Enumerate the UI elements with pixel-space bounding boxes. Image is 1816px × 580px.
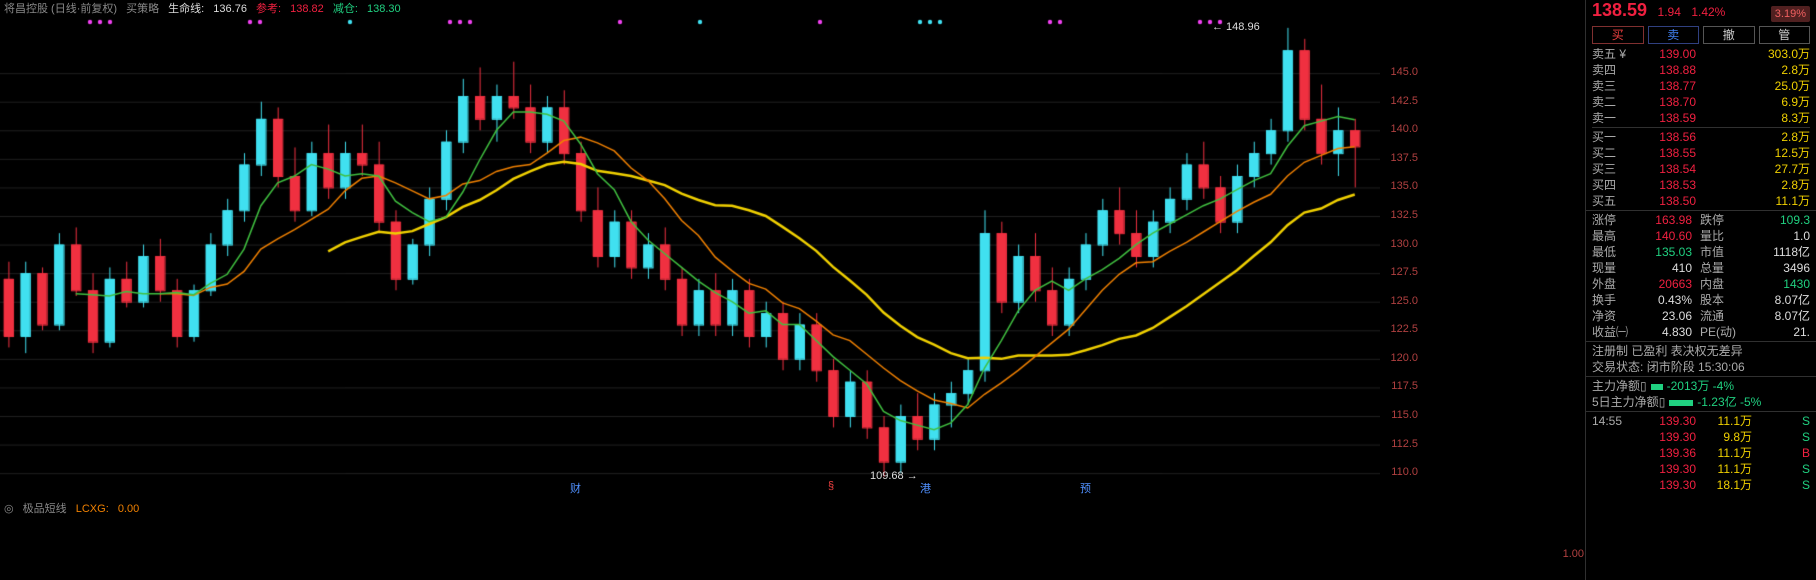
orderbook-row[interactable]: 卖一138.598.3万 xyxy=(1592,110,1810,126)
life-label: 生命线: xyxy=(168,3,204,15)
y-tick: 142.5 xyxy=(1378,95,1418,107)
floor-value: 138.30 xyxy=(367,3,401,15)
y-tick: 132.5 xyxy=(1378,209,1418,221)
stat-row: 收益㈠4.830PE(动)21. xyxy=(1592,324,1810,340)
trade-button[interactable]: 卖 xyxy=(1648,26,1700,44)
tick-list: 14:55139.3011.1万S139.309.8万S139.3611.1万B… xyxy=(1586,413,1816,493)
side-header: 138.59 1.94 1.42% 3.19% xyxy=(1586,0,1816,24)
event-marker[interactable]: § xyxy=(828,480,834,492)
price-change: 1.94 xyxy=(1658,5,1681,19)
price-pct: 1.42% xyxy=(1691,5,1725,19)
bar-icon: ▯ xyxy=(1659,395,1666,409)
orderbook-row[interactable]: 买五138.5011.1万 xyxy=(1592,193,1810,209)
y-tick: 145.0 xyxy=(1378,66,1418,78)
stat-row: 最低135.03市值1118亿 xyxy=(1592,244,1810,260)
price-axis: 110.0 112.5 115.0 117.5 120.0 122.5 125.0 127.5… xyxy=(1380,16,1420,496)
tick-row: 139.3611.1万B xyxy=(1592,445,1810,461)
meta-flags: 注册制 已盈利 表决权无差异 xyxy=(1586,343,1816,359)
stat-row: 现量410总量3496 xyxy=(1592,260,1810,276)
aux-axis-tick: 1.00 xyxy=(1544,548,1584,560)
stat-row: 涨停163.98跌停109.3 xyxy=(1592,212,1810,228)
orderbook-row[interactable]: 卖五 ¥139.00303.0万 xyxy=(1592,46,1810,62)
y-tick: 122.5 xyxy=(1378,323,1418,335)
quote-side-panel: 138.59 1.94 1.42% 3.19% 买卖撤管 卖五 ¥139.003… xyxy=(1585,0,1816,580)
strategy-label: 买策略 xyxy=(126,3,159,15)
tick-row: 139.3018.1万S xyxy=(1592,477,1810,493)
orderbook-row[interactable]: 买一138.562.8万 xyxy=(1592,129,1810,145)
floor-label: 减仓: xyxy=(333,3,358,15)
lcxg-value: 0.00 xyxy=(118,503,139,515)
y-tick: 120.0 xyxy=(1378,352,1418,364)
last-price: 138.59 xyxy=(1592,0,1647,20)
stat-row: 净资23.06流通8.07亿 xyxy=(1592,308,1810,324)
event-markers-row: 财 § 港 预 xyxy=(0,480,1380,496)
indicator-name: 极品短线 xyxy=(23,503,67,515)
y-tick: 117.5 xyxy=(1378,380,1418,392)
logo-icon: ◎ xyxy=(4,503,14,515)
trade-button[interactable]: 管 xyxy=(1759,26,1811,44)
orderbook: 卖五 ¥139.00303.0万卖四138.882.8万卖三138.7725.0… xyxy=(1586,46,1816,209)
tick-row: 139.3011.1万S xyxy=(1592,461,1810,477)
y-tick: 125.0 xyxy=(1378,295,1418,307)
orderbook-row[interactable]: 卖三138.7725.0万 xyxy=(1592,78,1810,94)
stock-title: 将昌控股 (日线·前复权) xyxy=(4,3,117,15)
y-tick: 137.5 xyxy=(1378,152,1418,164)
trade-button[interactable]: 撤 xyxy=(1703,26,1755,44)
ref-value: 138.82 xyxy=(290,3,324,15)
bar-icon: ▯ xyxy=(1640,379,1647,393)
y-tick: 115.0 xyxy=(1378,409,1418,421)
event-marker[interactable]: 港 xyxy=(920,480,931,496)
y-tick: 112.5 xyxy=(1378,438,1418,450)
capital-flows: 主力净额▯-2013万 -4%5日主力净额▯-1.23亿 -5% xyxy=(1586,378,1816,410)
orderbook-row[interactable]: 买二138.5512.5万 xyxy=(1592,145,1810,161)
orderbook-row[interactable]: 卖二138.706.9万 xyxy=(1592,94,1810,110)
lcxg-label: LCXG: xyxy=(76,503,109,515)
y-tick: 130.0 xyxy=(1378,238,1418,250)
chart-canvas xyxy=(0,16,1380,496)
ref-label: 参考: xyxy=(256,3,281,15)
trade-status: 交易状态: 闭市阶段 15:30:06 xyxy=(1586,359,1816,375)
y-tick: 127.5 xyxy=(1378,266,1418,278)
trade-button-row: 买卖撤管 xyxy=(1586,24,1816,46)
stat-row: 最高140.60量比1.0 xyxy=(1592,228,1810,244)
stock-stats: 涨停163.98跌停109.3最高140.60量比1.0最低135.03市值11… xyxy=(1586,212,1816,340)
stat-row: 换手0.43%股本8.07亿 xyxy=(1592,292,1810,308)
capital-flow-row: 主力净额▯-2013万 -4% xyxy=(1586,378,1816,394)
sub-indicator-bar: ◎ 极品短线 LCXG: 0.00 xyxy=(4,500,145,516)
event-marker[interactable]: 财 xyxy=(570,480,581,496)
y-tick: 140.0 xyxy=(1378,123,1418,135)
orderbook-row[interactable]: 卖四138.882.8万 xyxy=(1592,62,1810,78)
orderbook-row[interactable]: 买三138.5427.7万 xyxy=(1592,161,1810,177)
tick-row: 139.309.8万S xyxy=(1592,429,1810,445)
orderbook-row[interactable]: 买四138.532.8万 xyxy=(1592,177,1810,193)
capital-flow-row: 5日主力净额▯-1.23亿 -5% xyxy=(1586,394,1816,410)
y-tick: 135.0 xyxy=(1378,180,1418,192)
life-value: 136.76 xyxy=(213,3,247,15)
range-badge: 3.19% xyxy=(1771,6,1810,22)
candlestick-chart[interactable]: ← 148.96109.68 → xyxy=(0,16,1380,496)
event-marker[interactable]: 预 xyxy=(1080,480,1091,496)
trade-button[interactable]: 买 xyxy=(1592,26,1644,44)
y-tick: 110.0 xyxy=(1378,466,1418,478)
tick-row: 14:55139.3011.1万S xyxy=(1592,413,1810,429)
top-indicator-bar: 将昌控股 (日线·前复权) 买策略 生命线: 136.76 参考: 138.82… xyxy=(0,0,1816,16)
stat-row: 外盘20663内盘1430 xyxy=(1592,276,1810,292)
